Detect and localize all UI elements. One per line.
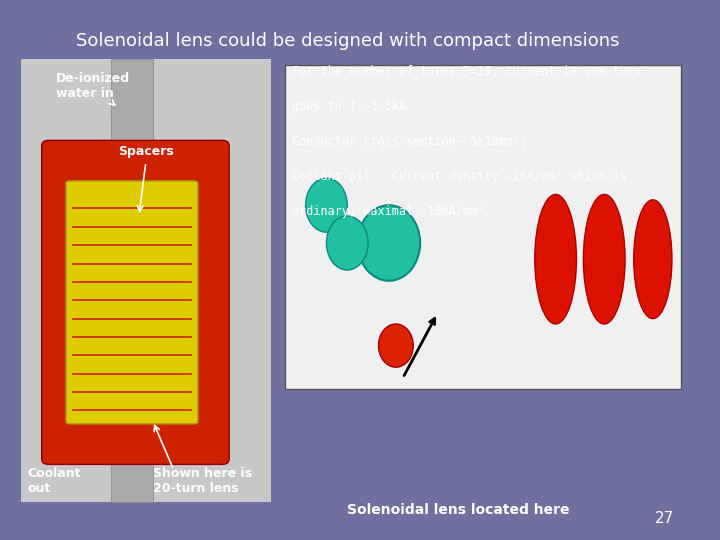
Ellipse shape — [634, 200, 672, 319]
Text: Coolant
out: Coolant out — [28, 467, 81, 495]
Ellipse shape — [535, 194, 577, 324]
FancyBboxPatch shape — [21, 59, 271, 502]
Text: Solenoidal lens could be designed with compact dimensions: Solenoidal lens could be designed with c… — [76, 32, 619, 50]
Text: ordinary, maximal ∼100A/mm²: ordinary, maximal ∼100A/mm² — [292, 205, 484, 218]
Text: Coolant-oil   Current density ∼26A/mm² which is: Coolant-oil Current density ∼26A/mm² whi… — [292, 170, 626, 183]
FancyBboxPatch shape — [111, 113, 153, 502]
Text: Shown here is
20-turn lens: Shown here is 20-turn lens — [153, 467, 252, 495]
Text: Solenoidal lens located here: Solenoidal lens located here — [347, 503, 570, 517]
Text: Conductor cross-section∼ 5x10mm²;: Conductor cross-section∼ 5x10mm²; — [292, 135, 527, 148]
Ellipse shape — [379, 324, 413, 367]
FancyBboxPatch shape — [111, 59, 153, 151]
Text: 27: 27 — [654, 511, 674, 526]
Text: De-ionized
water in: De-ionized water in — [55, 72, 130, 105]
Ellipse shape — [326, 216, 368, 270]
FancyBboxPatch shape — [66, 181, 198, 424]
Ellipse shape — [358, 205, 420, 281]
FancyBboxPatch shape — [284, 65, 680, 389]
Text: goes to I₁∼1.3kA: goes to I₁∼1.3kA — [292, 100, 405, 113]
Text: For the number of turns ​=10, current in one turn: For the number of turns ​=10, current in… — [292, 65, 641, 78]
FancyBboxPatch shape — [42, 140, 229, 464]
Ellipse shape — [305, 178, 347, 232]
Text: Spacers: Spacers — [118, 145, 174, 158]
Ellipse shape — [583, 194, 625, 324]
